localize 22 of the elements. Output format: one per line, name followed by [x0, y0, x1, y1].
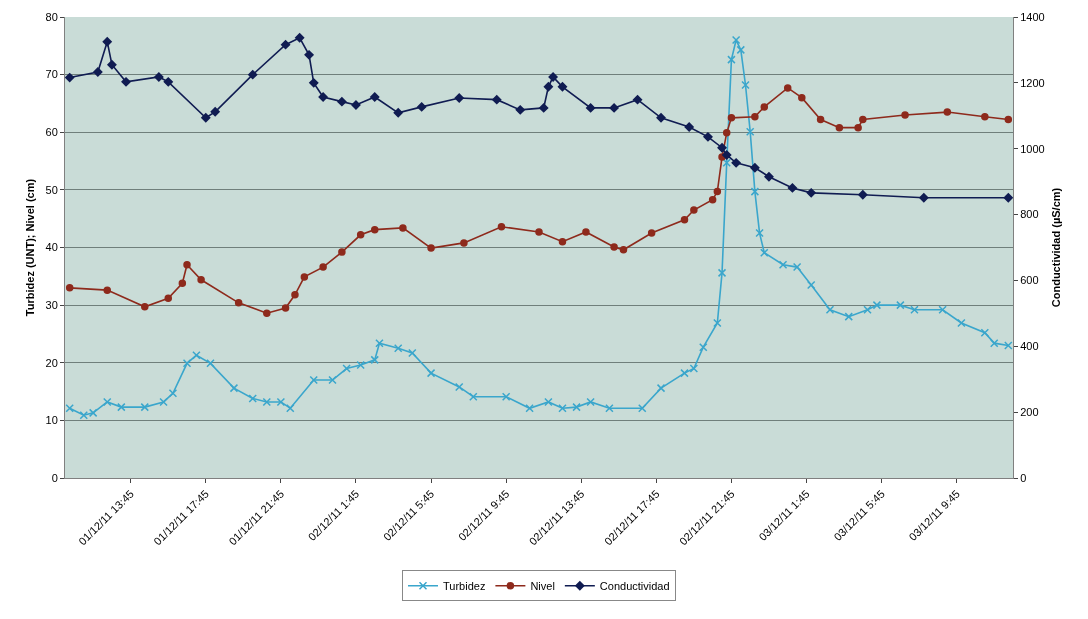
- y2-tick-label: 800: [1020, 208, 1039, 221]
- legend-label: Conductividad: [599, 579, 670, 592]
- y2-tick-label: 400: [1020, 340, 1039, 353]
- y2-tick-label: 1000: [1020, 142, 1045, 155]
- y2-tick-label: 600: [1020, 274, 1039, 287]
- y-tick-label: 70: [45, 68, 58, 81]
- y-tick-label: 80: [45, 10, 58, 23]
- y-tick-label: 40: [45, 241, 58, 254]
- y2-axis-title: Conductividad (µS/cm): [1049, 187, 1062, 308]
- y-tick-label: 50: [45, 183, 58, 196]
- y-tick-label: 20: [45, 356, 58, 369]
- y-tick-label: 0: [51, 471, 58, 484]
- y2-tick-label: 1200: [1020, 76, 1045, 89]
- y-axis-title: Turbidez (UNT); Nivel (cm): [24, 178, 37, 317]
- y2-tick-label: 1400: [1020, 10, 1045, 23]
- y2-tick-label: 200: [1020, 405, 1039, 418]
- legend-label: Turbidez: [443, 579, 486, 592]
- y-tick-label: 30: [45, 298, 58, 311]
- y2-tick-label: 0: [1020, 471, 1027, 484]
- y-tick-label: 60: [45, 126, 58, 139]
- y-tick-label: 10: [45, 414, 58, 427]
- legend-label: Nivel: [530, 579, 555, 592]
